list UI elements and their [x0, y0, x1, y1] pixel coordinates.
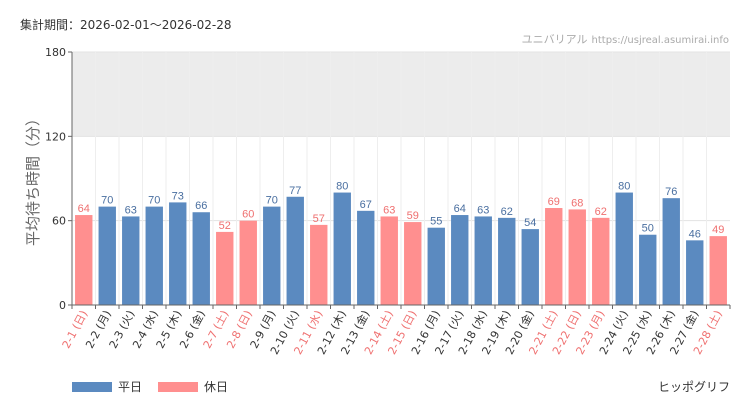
period-label: 集計期間：2026-02-01～2026-02-28: [20, 16, 232, 33]
value-label: 80: [618, 181, 630, 193]
bar-holiday[interactable]: [404, 222, 422, 305]
value-label: 66: [195, 200, 207, 212]
value-label: 68: [571, 197, 583, 209]
value-label: 52: [219, 220, 231, 232]
bar-weekday[interactable]: [122, 216, 140, 305]
value-label: 60: [242, 209, 254, 221]
value-label: 57: [313, 213, 325, 225]
bar-weekday[interactable]: [357, 210, 375, 305]
legend-swatch-holiday: [158, 381, 199, 392]
value-label: 70: [148, 195, 160, 207]
value-label: 73: [172, 190, 184, 202]
legend-item-weekday[interactable]: 平日: [72, 378, 142, 395]
bar-weekday[interactable]: [615, 192, 633, 305]
y-tick-label: 60: [52, 215, 66, 228]
x-tick-labels: 2-1 (日)2-2 (月)2-3 (火)2-4 (水)2-5 (木)2-6 (…: [60, 308, 725, 357]
axes: [71, 52, 731, 309]
value-label: 64: [454, 203, 466, 215]
value-label: 63: [383, 204, 395, 216]
bar-weekday[interactable]: [286, 196, 304, 305]
period-value: 2026-02-01～2026-02-28: [80, 18, 232, 32]
bar-weekday[interactable]: [98, 206, 116, 305]
value-label: 62: [595, 206, 607, 218]
value-label: 76: [665, 186, 677, 198]
value-label: 50: [642, 223, 654, 235]
bar-weekday[interactable]: [498, 217, 516, 305]
bar-weekday[interactable]: [521, 229, 539, 305]
bar-weekday[interactable]: [192, 212, 210, 305]
y-tick-labels: 0 60 120 180: [45, 46, 72, 312]
source-credit: ユニバリアル https://usjreal.asumirai.info: [522, 31, 729, 47]
legend-label-holiday: 休日: [204, 380, 229, 394]
attraction-name: ヒッポグリフ: [657, 380, 730, 394]
value-label: 54: [524, 217, 536, 229]
value-label: 55: [430, 216, 442, 228]
y-tick-label: 0: [59, 299, 66, 312]
period-label-prefix: 集計期間：: [20, 18, 81, 32]
bar-holiday[interactable]: [592, 217, 610, 305]
bar-weekday[interactable]: [169, 202, 187, 305]
legend: 平日 休日: [72, 378, 228, 395]
value-label: 59: [407, 210, 419, 222]
bar-holiday[interactable]: [380, 216, 398, 305]
bar-weekday[interactable]: [474, 216, 492, 305]
bar-weekday[interactable]: [263, 206, 281, 305]
bar-holiday[interactable]: [75, 215, 93, 305]
value-labels: 64 70 63 70 73 66 52 60 70 77 57 80 67 63 59 55 64 63 62 54…: [78, 181, 725, 241]
value-label: 69: [548, 196, 560, 208]
value-label: 77: [289, 185, 301, 197]
value-label: 70: [266, 195, 278, 207]
value-label: 67: [360, 199, 372, 211]
value-label: 80: [336, 181, 348, 193]
source-name: ユニバリアル: [521, 33, 588, 46]
value-label: 70: [101, 195, 113, 207]
bar-weekday[interactable]: [145, 206, 163, 305]
bar-weekday[interactable]: [639, 234, 657, 305]
source-site: https://usjreal.asumirai.info: [591, 35, 729, 46]
bar-holiday[interactable]: [545, 208, 563, 305]
bar-weekday[interactable]: [662, 198, 680, 305]
bar-weekday[interactable]: [333, 192, 351, 305]
value-label: 64: [78, 203, 90, 215]
bar-holiday[interactable]: [310, 224, 328, 305]
bar-holiday[interactable]: [239, 220, 257, 305]
bar-holiday[interactable]: [216, 231, 234, 305]
y-tick-label: 180: [45, 46, 66, 59]
bar-weekday[interactable]: [451, 215, 469, 305]
value-label: 63: [125, 204, 137, 216]
bar-holiday[interactable]: [709, 236, 727, 305]
legend-swatch-weekday: [72, 381, 112, 392]
legend-label-weekday: 平日: [118, 380, 143, 394]
y-axis-label: 平均待ち時間（分）: [24, 111, 42, 246]
bars: [75, 192, 727, 305]
value-label: 49: [712, 224, 724, 236]
value-label: 62: [501, 206, 513, 218]
bar-holiday[interactable]: [568, 209, 586, 305]
y-tick-label: 120: [45, 130, 66, 143]
bar-weekday[interactable]: [686, 240, 704, 305]
bar-weekday[interactable]: [427, 227, 445, 305]
value-label: 46: [689, 228, 701, 240]
value-label: 63: [477, 204, 489, 216]
legend-item-holiday[interactable]: 休日: [158, 378, 228, 395]
